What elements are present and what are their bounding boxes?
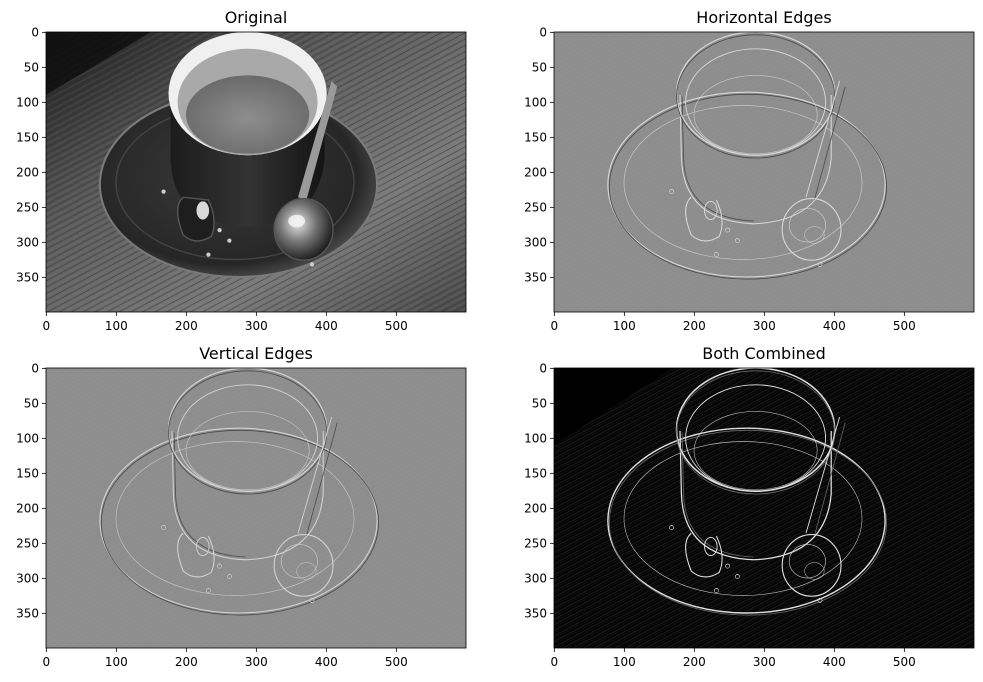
y-tick-label: 150 — [16, 466, 39, 480]
y-tick-label: 0 — [31, 25, 39, 39]
y-tick-label: 150 — [524, 130, 547, 144]
y-tick-label: 350 — [524, 270, 547, 284]
y-tick-label: 100 — [524, 431, 547, 445]
y-tick-label: 250 — [16, 536, 39, 550]
x-tick-label: 0 — [551, 655, 559, 669]
y-tick-label: 300 — [524, 571, 547, 585]
y-tick-label: 350 — [16, 606, 39, 620]
x-tick-label: 500 — [385, 319, 408, 333]
x-tick-label: 500 — [385, 655, 408, 669]
y-tick-label: 50 — [532, 60, 547, 74]
x-tick-label: 200 — [175, 319, 198, 333]
x-tick-label: 100 — [105, 319, 128, 333]
panel-image — [46, 32, 466, 312]
x-tick-label: 300 — [245, 655, 268, 669]
y-tick-label: 50 — [532, 396, 547, 410]
y-tick-label: 200 — [524, 501, 547, 515]
x-tick-label: 0 — [551, 319, 559, 333]
y-tick-label: 0 — [539, 25, 547, 39]
y-tick-label: 100 — [524, 95, 547, 109]
panel-1: Original 0 100 200 300 400 500 0 50 100 150 200 250 3… — [16, 8, 467, 333]
panel-title: Original — [225, 8, 288, 27]
panel-image — [554, 368, 974, 648]
y-tick-label: 50 — [24, 60, 39, 74]
x-tick-label: 100 — [613, 319, 636, 333]
panel-3: Vertical Edges 0 100 200 300 400 500 0 50 100 150 2… — [16, 344, 467, 669]
y-tick-label: 150 — [16, 130, 39, 144]
x-tick-label: 100 — [613, 655, 636, 669]
y-tick-label: 350 — [16, 270, 39, 284]
y-tick-label: 0 — [539, 361, 547, 375]
y-tick-label: 100 — [16, 431, 39, 445]
panel-4: Both Combined 0 100 200 300 400 500 0 50 100 150 20… — [524, 344, 975, 669]
y-tick-label: 100 — [16, 95, 39, 109]
panel-title: Vertical Edges — [199, 344, 313, 363]
panel-title: Both Combined — [702, 344, 826, 363]
x-tick-label: 100 — [105, 655, 128, 669]
x-tick-label: 400 — [823, 319, 846, 333]
y-tick-label: 200 — [524, 165, 547, 179]
y-tick-label: 200 — [16, 501, 39, 515]
x-tick-label: 200 — [683, 319, 706, 333]
y-tick-label: 50 — [24, 396, 39, 410]
x-tick-label: 300 — [245, 319, 268, 333]
y-tick-label: 350 — [524, 606, 547, 620]
y-tick-label: 150 — [524, 466, 547, 480]
x-tick-label: 500 — [893, 655, 916, 669]
x-tick-label: 0 — [43, 655, 51, 669]
y-tick-label: 300 — [16, 571, 39, 585]
x-tick-label: 200 — [683, 655, 706, 669]
panel-image — [554, 32, 974, 312]
x-tick-label: 0 — [43, 319, 51, 333]
x-tick-label: 400 — [823, 655, 846, 669]
x-tick-label: 500 — [893, 319, 916, 333]
panel-image — [46, 368, 466, 648]
x-tick-label: 400 — [315, 655, 338, 669]
x-tick-label: 400 — [315, 319, 338, 333]
y-tick-label: 250 — [524, 536, 547, 550]
x-tick-label: 300 — [753, 319, 776, 333]
x-tick-label: 200 — [175, 655, 198, 669]
y-tick-label: 250 — [16, 200, 39, 214]
y-tick-label: 300 — [524, 235, 547, 249]
panel-2: Horizontal Edges 0 100 200 300 400 500 0 50 100 15… — [524, 8, 975, 333]
y-tick-label: 300 — [16, 235, 39, 249]
x-tick-label: 300 — [753, 655, 776, 669]
panel-title: Horizontal Edges — [696, 8, 831, 27]
y-tick-label: 200 — [16, 165, 39, 179]
y-tick-label: 0 — [31, 361, 39, 375]
y-tick-label: 250 — [524, 200, 547, 214]
